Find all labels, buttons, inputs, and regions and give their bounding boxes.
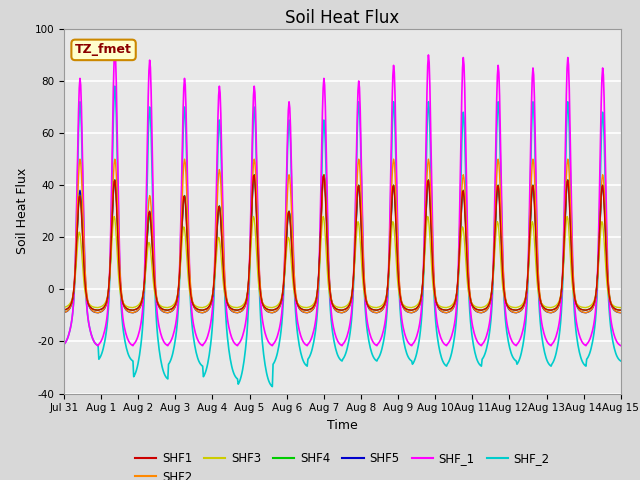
- SHF_2: [278, 321, 285, 326]
- SHF4: [401, 305, 409, 311]
- SHF2: [164, 310, 172, 315]
- SHF4: [433, 299, 440, 305]
- SHF5: [401, 307, 409, 313]
- SHF2: [433, 299, 440, 304]
- SHF2: [76, 156, 84, 162]
- Line: SHF3: SHF3: [64, 216, 621, 308]
- SHF2: [278, 296, 285, 301]
- SHF_2: [617, 358, 625, 364]
- SHF3: [110, 214, 118, 219]
- SHF_1: [303, 343, 311, 348]
- SHF3: [278, 294, 285, 300]
- Line: SHF1: SHF1: [64, 175, 621, 310]
- SHF_2: [228, 366, 236, 372]
- SHF5: [278, 297, 285, 303]
- SHF_1: [617, 343, 625, 348]
- SHF1: [250, 172, 258, 178]
- SHF2: [257, 288, 264, 293]
- SHF3: [617, 305, 625, 311]
- SHF_1: [126, 340, 134, 346]
- SHF_1: [60, 341, 68, 347]
- SHF1: [257, 293, 264, 299]
- SHF_2: [126, 355, 134, 361]
- SHF4: [278, 296, 285, 302]
- SHF_2: [401, 345, 409, 351]
- Line: SHF_2: SHF_2: [64, 86, 621, 386]
- SHF4: [257, 291, 264, 297]
- SHF1: [60, 307, 68, 313]
- SHF_1: [256, 287, 264, 292]
- SHF4: [250, 172, 258, 178]
- SHF_1: [433, 314, 440, 320]
- SHF4: [228, 306, 236, 312]
- SHF3: [60, 304, 68, 310]
- Line: SHF5: SHF5: [64, 175, 621, 313]
- SHF5: [433, 300, 440, 305]
- SHF3: [164, 305, 172, 311]
- Legend: SHF1, SHF2, SHF3, SHF4, SHF5, SHF_1, SHF_2: SHF1, SHF2, SHF3, SHF4, SHF5, SHF_1, SHF…: [130, 447, 555, 480]
- SHF_2: [60, 341, 68, 347]
- SHF5: [250, 172, 258, 178]
- SHF_2: [256, 302, 264, 308]
- SHF2: [617, 310, 625, 315]
- SHF5: [257, 290, 264, 296]
- SHF5: [60, 310, 68, 315]
- SHF3: [433, 299, 440, 305]
- SHF3: [257, 295, 264, 301]
- SHF5: [164, 310, 172, 316]
- SHF1: [401, 305, 409, 311]
- SHF3: [401, 303, 409, 309]
- SHF_2: [433, 326, 440, 332]
- Title: Soil Heat Flux: Soil Heat Flux: [285, 9, 399, 27]
- SHF4: [617, 307, 625, 313]
- SHF4: [164, 307, 172, 313]
- SHF4: [60, 307, 68, 313]
- SHF5: [617, 310, 625, 316]
- Line: SHF_1: SHF_1: [64, 50, 621, 346]
- SHF_2: [111, 84, 118, 89]
- SHF1: [164, 307, 172, 313]
- SHF_1: [111, 47, 118, 53]
- Line: SHF2: SHF2: [64, 159, 621, 312]
- Text: TZ_fmet: TZ_fmet: [75, 43, 132, 56]
- SHF1: [228, 306, 236, 312]
- SHF2: [401, 307, 409, 313]
- Y-axis label: Soil Heat Flux: Soil Heat Flux: [16, 168, 29, 254]
- SHF2: [229, 309, 237, 314]
- SHF5: [125, 309, 133, 315]
- SHF4: [125, 307, 133, 312]
- SHF1: [278, 295, 285, 301]
- SHF_1: [277, 316, 285, 322]
- SHF3: [126, 304, 134, 310]
- SHF1: [125, 307, 133, 312]
- SHF_1: [228, 336, 236, 342]
- SHF1: [433, 300, 440, 305]
- SHF3: [229, 304, 237, 310]
- SHF_1: [401, 333, 409, 338]
- SHF_2: [269, 384, 276, 389]
- X-axis label: Time: Time: [327, 419, 358, 432]
- SHF2: [60, 310, 68, 315]
- Line: SHF4: SHF4: [64, 175, 621, 310]
- SHF5: [228, 309, 236, 314]
- SHF1: [617, 307, 625, 313]
- SHF2: [126, 309, 134, 315]
